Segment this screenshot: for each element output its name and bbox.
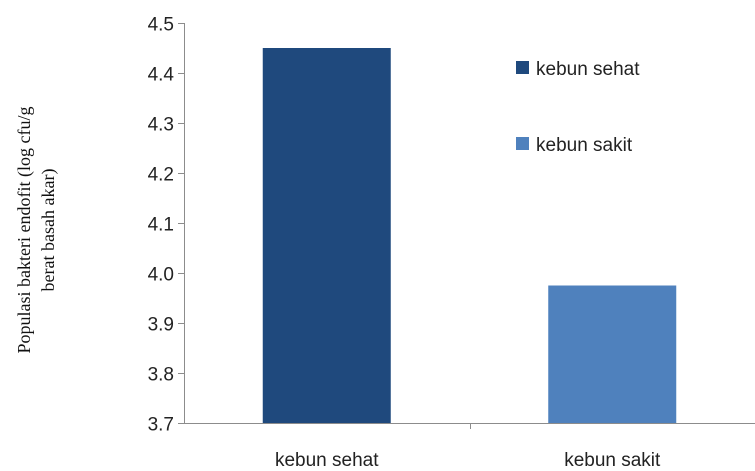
legend-swatch bbox=[516, 137, 529, 150]
bar-kebun-sehat bbox=[262, 48, 391, 423]
legend-label: kebun sakit bbox=[536, 135, 633, 156]
y-tick-label: 3.8 bbox=[148, 365, 174, 386]
y-tick-label: 4.5 bbox=[148, 15, 174, 36]
x-tick-label: kebun sakit bbox=[564, 450, 661, 471]
y-tick-label: 4.3 bbox=[148, 115, 174, 136]
y-tick-label: 4.0 bbox=[148, 265, 174, 286]
y-tick-label: 3.7 bbox=[148, 415, 174, 436]
y-tick-label: 4.2 bbox=[148, 165, 174, 186]
y-tick-label: 4.1 bbox=[148, 215, 174, 236]
x-tick-label: kebun sehat bbox=[275, 450, 379, 471]
legend: kebun sehat kebun sakit bbox=[516, 59, 640, 156]
y-tick-label: 4.4 bbox=[148, 65, 175, 86]
y-axis-title-line-2: berat basah akar) bbox=[38, 169, 59, 292]
bars bbox=[262, 48, 677, 423]
y-axis-title: Populasi bakteri endofit (log cfu/g bera… bbox=[14, 107, 59, 354]
y-axis-title-line-1: Populasi bakteri endofit (log cfu/g bbox=[14, 107, 35, 354]
x-axis-labels: kebun sehat kebun sakit bbox=[275, 423, 661, 471]
y-axis-ticks: 3.7 3.8 3.9 4.0 4.1 4.2 4.3 4.4 4.5 bbox=[148, 15, 184, 436]
legend-swatch bbox=[516, 61, 529, 74]
legend-label: kebun sehat bbox=[536, 59, 640, 80]
bar-kebun-sakit bbox=[548, 285, 677, 423]
y-tick-label: 3.9 bbox=[148, 315, 174, 336]
